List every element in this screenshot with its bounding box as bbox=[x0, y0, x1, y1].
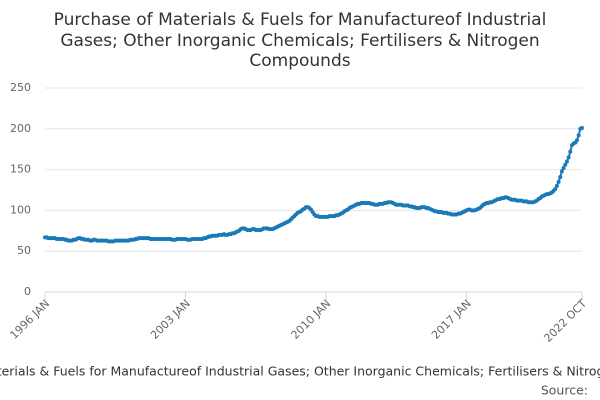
x-tick-label: 2003 JAN bbox=[148, 297, 193, 342]
data-point bbox=[576, 133, 581, 138]
data-point bbox=[554, 183, 559, 188]
chart-title: Gases; Other Inorganic Chemicals; Fertil… bbox=[60, 31, 539, 51]
data-point bbox=[553, 187, 558, 192]
data-point bbox=[556, 179, 561, 184]
series-line bbox=[45, 127, 583, 243]
legend-entry: Purchase of Materials & Fuels for Manufa… bbox=[0, 364, 600, 379]
data-point bbox=[563, 162, 568, 167]
x-tick-label: 2017 JAN bbox=[429, 297, 474, 342]
x-tick-label: 2010 JAN bbox=[289, 297, 334, 342]
x-tick-label: 1996 JAN bbox=[7, 297, 52, 342]
y-tick-label: 150 bbox=[10, 163, 31, 176]
data-point bbox=[574, 138, 579, 143]
data-point bbox=[580, 125, 584, 130]
data-point bbox=[568, 149, 573, 154]
data-point bbox=[561, 165, 566, 170]
y-tick-label: 100 bbox=[10, 203, 31, 216]
data-point bbox=[564, 159, 569, 164]
y-tick-label: 0 bbox=[24, 285, 31, 298]
data-point bbox=[566, 155, 571, 160]
chart-title: Purchase of Materials & Fuels for Manufa… bbox=[54, 10, 547, 30]
x-tick-label: 2022 OCT bbox=[541, 297, 589, 345]
data-point bbox=[558, 174, 563, 179]
data-point bbox=[559, 169, 564, 174]
y-tick-label: 250 bbox=[10, 81, 31, 94]
y-tick-label: 200 bbox=[10, 122, 31, 135]
chart-title: Compounds bbox=[249, 51, 350, 71]
y-tick-label: 50 bbox=[17, 244, 31, 257]
source: Source: bbox=[541, 383, 588, 398]
